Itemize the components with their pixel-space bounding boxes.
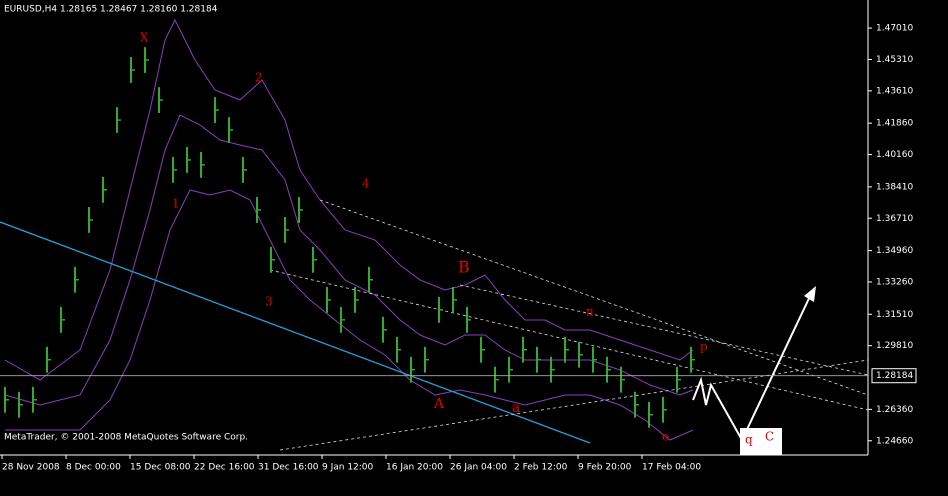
- x-tick-label: 16 Jan 20:00: [386, 463, 443, 473]
- current-price-box: [871, 368, 917, 384]
- forecast-arrow: [692, 291, 813, 443]
- x-tick-label: 8 Dec 00:00: [66, 463, 121, 473]
- wave-label: C: [765, 430, 774, 444]
- channel-line: [269, 269, 869, 411]
- price-bars: [4, 47, 695, 428]
- chart-title: EURUSD,H4 1.28165 1.28467 1.28160 1.2818…: [4, 5, 218, 15]
- wave-label: a: [512, 400, 520, 416]
- y-tick-label: 1.43610: [876, 86, 913, 96]
- wave-label: A: [433, 396, 445, 412]
- x-tick-label: 22 Dec 16:00: [194, 463, 255, 473]
- x-tick-label: 9 Jan 12:00: [322, 463, 374, 473]
- y-tick-label: 1.47010: [876, 24, 913, 34]
- channel-line: [319, 199, 869, 396]
- x-tick-label: 31 Dec 16:00: [258, 463, 319, 473]
- y-tick-label: 1.38410: [876, 182, 913, 192]
- trend-line: [0, 221, 591, 444]
- y-tick-label: 1.31510: [876, 310, 913, 320]
- wave-label: 3: [265, 295, 273, 309]
- wave-label: q: [745, 433, 753, 447]
- wave-label: 1: [172, 197, 180, 211]
- y-tick-label: 1.45310: [876, 55, 913, 65]
- y-tick-label: 1.26360: [876, 405, 913, 415]
- wave-label: o: [662, 430, 669, 444]
- y-tick-label: 1.24660: [876, 436, 913, 446]
- wave-label: B: [458, 258, 470, 277]
- channel-line: [459, 284, 869, 376]
- copyright: MetaTrader, © 2001-2008 MetaQuotes Softw…: [4, 433, 248, 443]
- x-tick-label: 28 Nov 2008: [2, 463, 60, 473]
- band-upper: [4, 18, 694, 381]
- y-tick-label: 1.34960: [876, 246, 913, 256]
- wave-label: n: [586, 305, 594, 319]
- x-tick-label: 15 Dec 08:00: [130, 463, 191, 473]
- x-tick-label: 9 Feb 20:00: [578, 463, 632, 473]
- y-tick-label: 1.36710: [876, 214, 913, 224]
- band-lower: [5, 189, 694, 441]
- current-price-label: 1.28184: [876, 371, 913, 381]
- y-tick-label: 1.41860: [876, 119, 913, 129]
- x-tick-label: 17 Feb 04:00: [642, 463, 701, 473]
- y-tick-label: 1.33260: [876, 277, 913, 287]
- y-tick-label: 1.29810: [876, 341, 913, 351]
- x-tick-label: 2 Feb 12:00: [514, 463, 568, 473]
- wave-label: 2: [255, 71, 263, 85]
- y-tick-label: 1.40160: [876, 150, 913, 160]
- x-tick-label: 26 Jan 04:00: [450, 463, 507, 473]
- wave-label: X: [140, 31, 149, 45]
- arrowhead: [804, 286, 816, 302]
- label-box: [740, 428, 782, 455]
- wave-label: p: [700, 340, 708, 354]
- wave-label: 4: [362, 177, 370, 191]
